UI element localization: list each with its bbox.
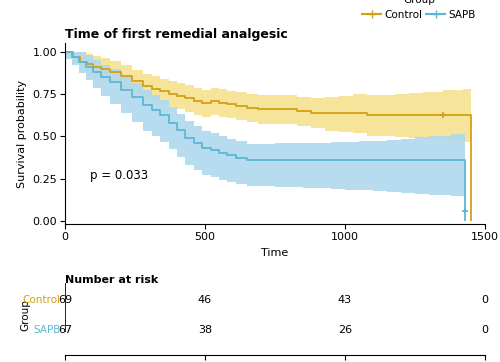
Text: Time of first remedial analgesic: Time of first remedial analgesic (65, 28, 288, 41)
Text: Number at risk: Number at risk (65, 275, 158, 285)
Text: 67: 67 (58, 325, 72, 334)
Text: 26: 26 (338, 325, 352, 334)
Y-axis label: Survival probability: Survival probability (17, 80, 27, 188)
Y-axis label: Group: Group (20, 299, 30, 331)
Text: 0: 0 (482, 295, 488, 305)
Legend: Control, SAPB: Control, SAPB (358, 0, 480, 24)
X-axis label: Time: Time (262, 248, 288, 258)
Text: 0: 0 (482, 325, 488, 334)
Text: Control: Control (23, 295, 61, 305)
Text: p = 0.033: p = 0.033 (90, 169, 148, 182)
Text: 69: 69 (58, 295, 72, 305)
Text: SAPB: SAPB (34, 325, 61, 334)
Text: 43: 43 (338, 295, 352, 305)
Text: 38: 38 (198, 325, 212, 334)
Text: 46: 46 (198, 295, 212, 305)
